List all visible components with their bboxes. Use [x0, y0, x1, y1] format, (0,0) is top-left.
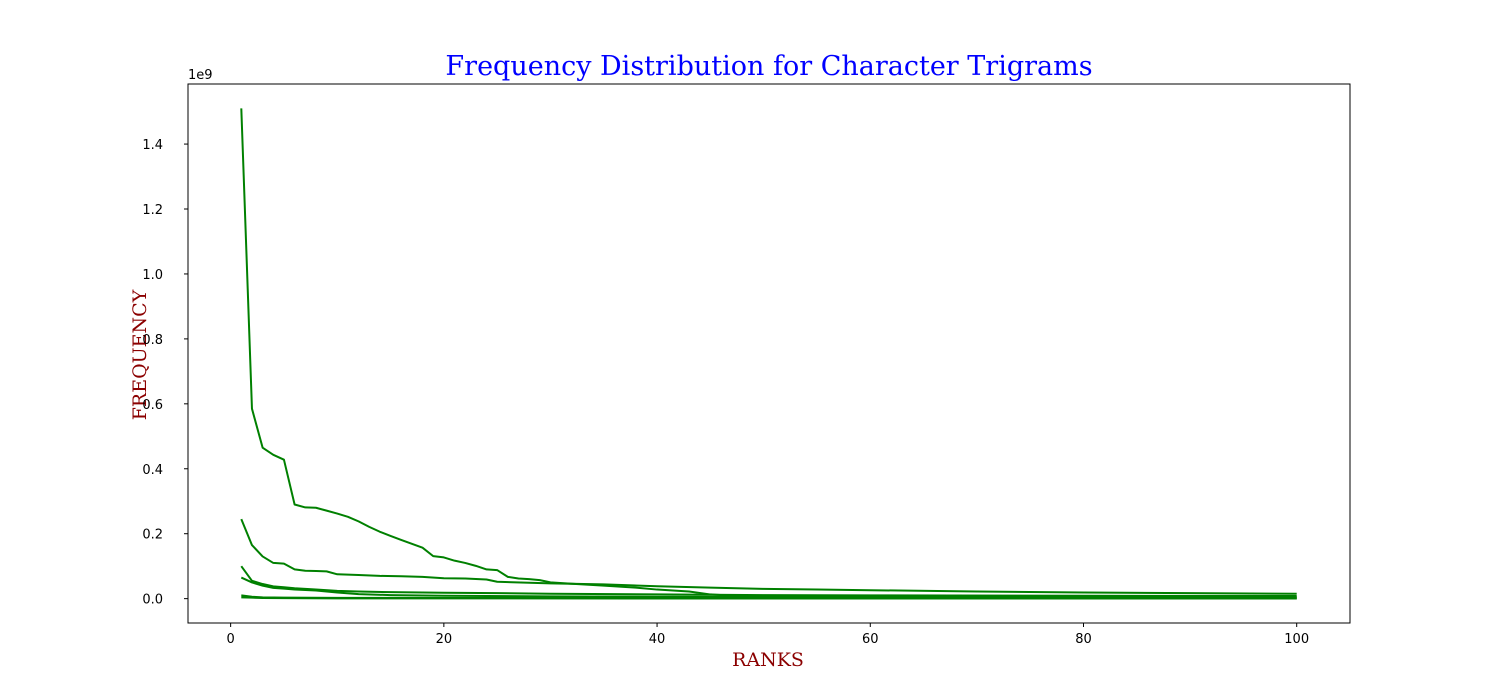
series-layer: [240, 108, 1297, 600]
y-tick-label: 1.2: [142, 203, 163, 218]
x-tick-label: 40: [649, 632, 666, 647]
x-tick-label: 20: [436, 632, 453, 647]
x-axis-label: RANKS: [732, 649, 804, 671]
x-tick-label: 100: [1284, 632, 1309, 647]
y-tick-label: 0.4: [142, 463, 163, 478]
x-tick-label: 0: [227, 632, 235, 647]
y-tick-label: 0.0: [142, 593, 163, 608]
plot-area-frame: [187, 83, 1351, 624]
x-tick-label: 80: [1075, 632, 1092, 647]
y-tick-label: 1.0: [142, 268, 163, 283]
series-line-2: [240, 518, 1297, 595]
y-tick-label: 0.6: [142, 398, 163, 413]
series-line-4: [240, 576, 1297, 599]
series-line-1: [240, 108, 1297, 599]
x-axis-ticks: 0 20 40 60 80 100: [227, 623, 1309, 647]
x-tick-label: 60: [862, 632, 879, 647]
y-axis-ticks: 0.0 0.2 0.4 0.6 0.8 1.0 1.2 1.4: [142, 138, 188, 608]
y-tick-label: 0.8: [142, 333, 163, 348]
y-tick-label: 0.2: [142, 528, 163, 543]
y-axis-offset-label: 1e9: [188, 68, 213, 83]
y-axis-label: FREQUENCY: [129, 289, 151, 420]
series-line-3: [240, 565, 1297, 598]
chart-title: Frequency Distribution for Character Tri…: [445, 51, 1092, 82]
y-tick-label: 1.4: [142, 138, 163, 153]
series-line-6: [241, 596, 1297, 600]
